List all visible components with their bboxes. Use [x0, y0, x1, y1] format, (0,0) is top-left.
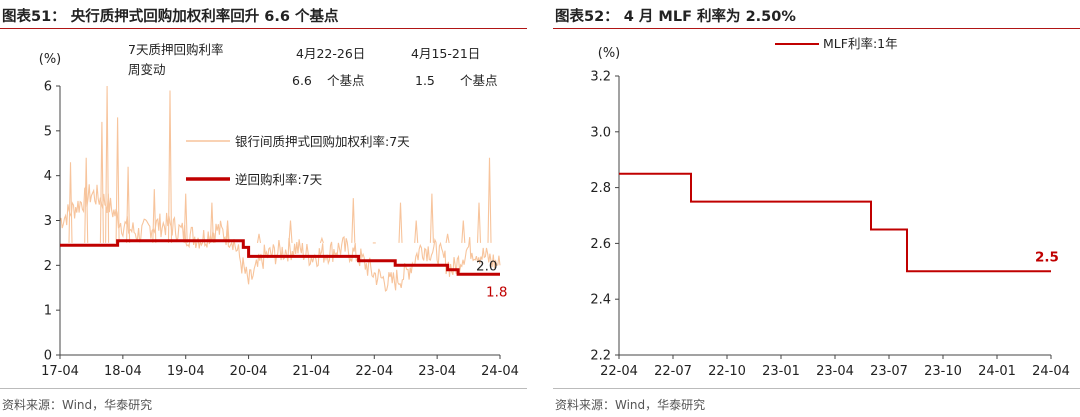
left-series1-spike — [209, 202, 214, 243]
right-x-tick-label: 22-07 — [654, 364, 692, 379]
right-y-unit-label: (%) — [598, 46, 621, 61]
left-source-note: 资料来源：Wind，华泰研究 — [2, 398, 153, 412]
left-y-tick-label: 2 — [44, 259, 52, 274]
left-x-tick-label: 22-04 — [355, 364, 393, 379]
left-series1-line — [59, 184, 501, 292]
left-end-label-series1: 2.0 — [476, 258, 497, 274]
left-chart-title-bar: 图表51： 央行质押式回购加权利率回升 6.6 个基点 — [0, 0, 527, 29]
left-series1-spike — [84, 157, 89, 243]
right-chart: (%) MLF利率:1年 2.5 2.2 2.4 2.6 2.8 3.0 3.2 22-04… — [590, 36, 1070, 379]
left-x-tick-label: 18-04 — [104, 364, 142, 379]
left-period1-label: 4月22-26日 — [296, 46, 365, 61]
right-end-label: 2.5 — [1035, 249, 1059, 265]
left-x-tick-label: 17-04 — [41, 364, 79, 379]
right-source-note: 资料来源：Wind，华泰研究 — [555, 398, 706, 412]
left-series1-spike — [115, 117, 120, 243]
left-title-divider — [0, 28, 527, 29]
right-chart-title: 图表52： 4 月 MLF 利率为 2.50% — [555, 9, 796, 25]
left-x-tick-label: 24-04 — [481, 364, 519, 379]
left-period1-unit: 个基点 — [327, 73, 365, 88]
left-y-tick-label: 3 — [44, 214, 52, 229]
left-series1-spike — [429, 193, 434, 243]
left-x-tick-label: 19-04 — [167, 364, 205, 379]
left-series1-spike — [445, 233, 450, 244]
right-chart-title-bar: 图表52： 4 月 MLF 利率为 2.50% — [553, 0, 1080, 29]
left-period2-unit: 个基点 — [460, 73, 498, 88]
left-y-tick-label: 5 — [44, 124, 52, 139]
right-y-tick-label: 2.8 — [590, 181, 611, 196]
left-y-tick-label: 4 — [44, 169, 52, 184]
left-legend: 银行间质押式回购加权利率:7天 逆回购利率:7天 — [186, 134, 410, 187]
right-bottom-divider — [553, 388, 1080, 389]
left-x-tick-label: 23-04 — [418, 364, 456, 379]
right-y-tick-label: 2.2 — [590, 349, 611, 364]
left-chart-panel: 图表51： 央行质押式回购加权利率回升 6.6 个基点 (%) 7天质押回购利率… — [0, 0, 527, 417]
left-legend-label-series1: 银行间质押式回购加权利率:7天 — [235, 134, 410, 149]
left-period2-label: 4月15-21日 — [411, 46, 480, 61]
right-x-tick-label: 23-01 — [762, 364, 800, 379]
left-series1-spike — [414, 220, 419, 243]
left-series1-spike — [398, 202, 403, 243]
right-x-tick-label: 23-07 — [870, 364, 908, 379]
left-series1-spike — [461, 220, 466, 243]
left-series1-spike — [152, 189, 157, 243]
right-legend-label: MLF利率:1年 — [823, 36, 898, 51]
left-series1-spike — [68, 162, 73, 243]
left-end-label-series2: 1.8 — [486, 284, 507, 300]
left-series1-spike — [487, 157, 492, 243]
right-x-tick-label: 22-10 — [708, 364, 746, 379]
right-x-tick-label: 23-10 — [924, 364, 962, 379]
left-series1-spike — [105, 85, 110, 243]
left-series2-line — [60, 239, 500, 276]
left-y-tick-label: 1 — [44, 304, 52, 319]
right-y-tick-label: 2.4 — [590, 293, 611, 308]
left-y-unit-label: (%) — [39, 52, 62, 67]
right-y-tick-label: 2.6 — [590, 237, 611, 252]
left-series1-spike — [319, 236, 324, 244]
right-x-tick-label: 23-04 — [816, 364, 854, 379]
right-y-tick-label: 3.2 — [590, 70, 611, 85]
left-series1-spike — [99, 121, 104, 243]
left-bottom-divider — [0, 388, 527, 389]
right-legend: MLF利率:1年 — [775, 36, 898, 51]
left-chart: (%) 7天质押回购利率 周变动 4月22-26日 4月15-21日 6.6 个… — [39, 42, 519, 379]
left-y-tick-label: 6 — [44, 80, 52, 95]
right-y-tick-label: 3.0 — [590, 125, 611, 140]
left-chart-title: 图表51： 央行质押式回购加权利率回升 6.6 个基点 — [2, 9, 339, 25]
left-header-line1: 7天质押回购利率 — [128, 42, 223, 57]
left-legend-label-series2: 逆回购利率:7天 — [235, 172, 323, 187]
left-series1-spike — [351, 198, 356, 243]
left-header-line2: 周变动 — [128, 62, 166, 77]
left-period1-value: 6.6 — [292, 73, 312, 88]
left-series1-spike — [167, 90, 173, 243]
right-x-tick-label: 24-01 — [978, 364, 1016, 379]
right-x-tick-label: 24-04 — [1032, 364, 1070, 379]
right-title-divider — [553, 28, 1080, 29]
left-y-tick-label: 0 — [44, 349, 52, 364]
left-x-tick-label: 21-04 — [293, 364, 331, 379]
right-series-line — [619, 172, 1051, 273]
left-series1-spike — [256, 233, 262, 244]
left-series1-spike — [288, 220, 293, 243]
right-x-tick-label: 22-04 — [600, 364, 638, 379]
left-period2-value: 1.5 — [415, 73, 435, 88]
left-series1-spike — [476, 202, 482, 243]
left-x-tick-label: 20-04 — [230, 364, 268, 379]
right-chart-panel: 图表52： 4 月 MLF 利率为 2.50% (%) MLF利率:1年 2.5… — [553, 0, 1080, 417]
